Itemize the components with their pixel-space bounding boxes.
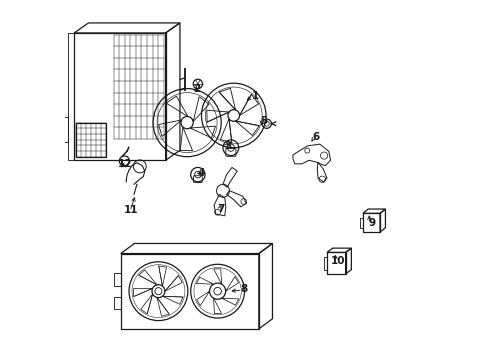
Text: 4: 4 <box>197 168 204 178</box>
Text: 8: 8 <box>241 284 247 294</box>
Text: 7: 7 <box>217 204 224 214</box>
Text: 2: 2 <box>193 84 201 94</box>
Text: 5: 5 <box>260 116 267 126</box>
Text: 12: 12 <box>118 159 132 169</box>
Text: 10: 10 <box>330 256 344 266</box>
Text: 6: 6 <box>312 132 319 142</box>
Text: 3: 3 <box>224 141 231 151</box>
Circle shape <box>213 287 221 295</box>
Text: 11: 11 <box>124 206 139 216</box>
Circle shape <box>155 288 162 295</box>
Text: 9: 9 <box>367 218 375 228</box>
Text: 1: 1 <box>251 91 258 101</box>
